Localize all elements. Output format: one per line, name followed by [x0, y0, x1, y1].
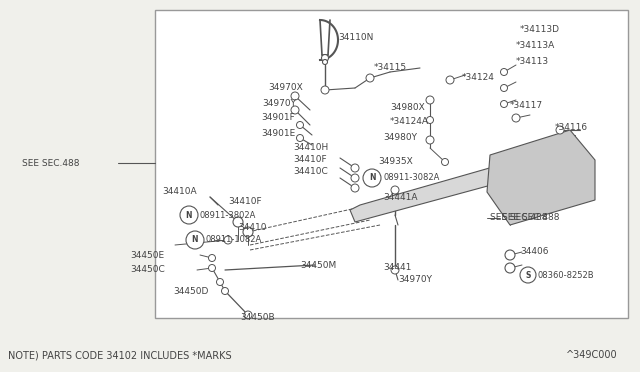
- Circle shape: [363, 169, 381, 187]
- Text: 08911-3802A: 08911-3802A: [200, 211, 257, 219]
- Circle shape: [520, 267, 536, 283]
- Text: 34450E: 34450E: [130, 250, 164, 260]
- Circle shape: [505, 263, 515, 273]
- Text: SEE SEC.488: SEE SEC.488: [502, 214, 559, 222]
- Circle shape: [366, 74, 374, 82]
- Text: 34935X: 34935X: [378, 157, 413, 167]
- Circle shape: [351, 174, 359, 182]
- Circle shape: [426, 136, 434, 144]
- Circle shape: [233, 217, 243, 227]
- Text: 34450C: 34450C: [130, 266, 164, 275]
- Circle shape: [296, 122, 303, 128]
- Polygon shape: [487, 130, 595, 225]
- Text: 08911-3082A: 08911-3082A: [383, 173, 440, 183]
- Text: SEE SEC.488: SEE SEC.488: [22, 158, 79, 167]
- Circle shape: [221, 288, 228, 295]
- Text: 34970Y: 34970Y: [398, 276, 432, 285]
- Text: 34450B: 34450B: [240, 314, 275, 323]
- Text: *34113: *34113: [516, 58, 549, 67]
- Text: 08911-1082A: 08911-1082A: [206, 235, 262, 244]
- Circle shape: [224, 236, 232, 244]
- Circle shape: [186, 231, 204, 249]
- Circle shape: [291, 106, 299, 114]
- Text: 34410H: 34410H: [293, 144, 328, 153]
- Text: N: N: [186, 211, 192, 219]
- Circle shape: [500, 100, 508, 108]
- Text: *34115: *34115: [374, 64, 407, 73]
- Circle shape: [296, 135, 303, 141]
- Text: 34970Y: 34970Y: [262, 99, 296, 108]
- Circle shape: [500, 68, 508, 76]
- Text: 34410F: 34410F: [293, 155, 326, 164]
- Circle shape: [323, 60, 328, 64]
- Circle shape: [209, 264, 216, 272]
- Circle shape: [243, 227, 253, 237]
- Circle shape: [244, 311, 252, 319]
- Circle shape: [446, 76, 454, 84]
- Circle shape: [216, 279, 223, 285]
- Polygon shape: [350, 145, 575, 222]
- Circle shape: [209, 254, 216, 262]
- Circle shape: [505, 250, 515, 260]
- Circle shape: [351, 164, 359, 172]
- Text: ^349C000: ^349C000: [566, 350, 618, 360]
- Text: NOTE) PARTS CODE 34102 INCLUDES *MARKS: NOTE) PARTS CODE 34102 INCLUDES *MARKS: [8, 350, 232, 360]
- Text: 34410A: 34410A: [162, 187, 196, 196]
- Circle shape: [321, 55, 328, 61]
- FancyBboxPatch shape: [155, 10, 628, 318]
- Text: N: N: [192, 235, 198, 244]
- Circle shape: [426, 116, 433, 124]
- Text: 34980X: 34980X: [390, 103, 425, 112]
- Text: 34450D: 34450D: [173, 288, 209, 296]
- Text: 34441: 34441: [383, 263, 412, 273]
- Text: 34901F: 34901F: [261, 113, 295, 122]
- Text: 34901E: 34901E: [261, 128, 295, 138]
- Circle shape: [426, 96, 434, 104]
- Text: 08360-8252B: 08360-8252B: [538, 270, 595, 279]
- Text: *34124A: *34124A: [390, 118, 429, 126]
- Circle shape: [391, 266, 399, 274]
- Circle shape: [180, 206, 198, 224]
- Text: 34450M: 34450M: [300, 260, 336, 269]
- Circle shape: [391, 186, 399, 194]
- Text: SEE SEC.488: SEE SEC.488: [490, 214, 547, 222]
- Text: *34113A: *34113A: [516, 42, 556, 51]
- Text: 34970X: 34970X: [268, 83, 303, 93]
- Text: N: N: [369, 173, 375, 183]
- Text: 34410F: 34410F: [228, 198, 262, 206]
- Circle shape: [556, 126, 564, 134]
- Circle shape: [500, 84, 508, 92]
- Circle shape: [351, 184, 359, 192]
- Text: *34113D: *34113D: [520, 26, 560, 35]
- Text: 34110N: 34110N: [338, 33, 373, 42]
- Circle shape: [291, 92, 299, 100]
- Text: 34441A: 34441A: [383, 192, 417, 202]
- Text: S: S: [525, 270, 531, 279]
- Text: 34980Y: 34980Y: [383, 134, 417, 142]
- Text: 34406: 34406: [520, 247, 548, 257]
- Text: *34117: *34117: [510, 100, 543, 109]
- Circle shape: [442, 158, 449, 166]
- Text: 34410: 34410: [238, 224, 266, 232]
- Text: *34124: *34124: [462, 74, 495, 83]
- Text: 34410C: 34410C: [293, 167, 328, 176]
- Text: *34116: *34116: [555, 124, 588, 132]
- Circle shape: [321, 86, 329, 94]
- Circle shape: [512, 114, 520, 122]
